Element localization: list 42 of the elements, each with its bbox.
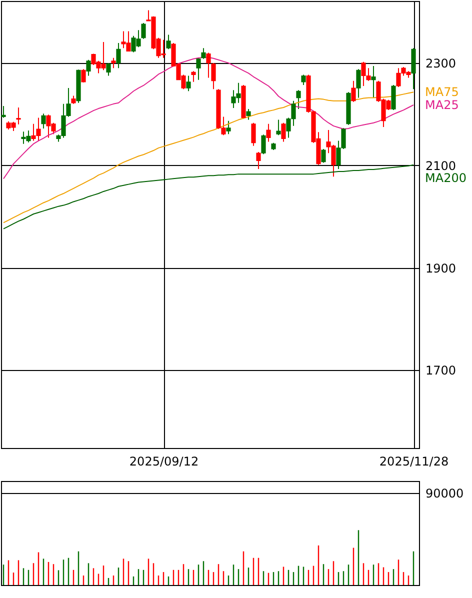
- candlestick: [41, 113, 46, 129]
- candlestick: [226, 120, 231, 135]
- candlestick: [351, 80, 356, 102]
- candlestick: [371, 66, 376, 98]
- x-tick-label: 2025/11/28: [379, 454, 449, 468]
- candlestick: [256, 152, 261, 170]
- candlestick: [111, 57, 116, 69]
- candlestick: [86, 59, 91, 76]
- candlestick: [106, 62, 111, 76]
- x-tick-label: 2025/09/12: [129, 454, 199, 468]
- candlestick: [186, 75, 191, 92]
- candlestick: [206, 52, 211, 78]
- series-label: MA200: [425, 170, 466, 185]
- candlestick: [141, 22, 146, 40]
- candlestick: [116, 42, 121, 69]
- candlestick: [321, 148, 326, 164]
- candlestick: [201, 48, 206, 60]
- candlestick: [251, 122, 256, 146]
- y-tick-label: 2100: [426, 158, 456, 173]
- candlestick: [166, 34, 171, 50]
- candlestick: [301, 74, 306, 86]
- candlestick: [81, 68, 86, 83]
- candlestick: [276, 119, 281, 136]
- candlestick: [261, 134, 266, 155]
- candlestick: [356, 68, 361, 98]
- candlestick: [1, 105, 6, 118]
- candlestick: [16, 107, 21, 125]
- y-tick-label: 90000: [426, 486, 464, 501]
- series-label: MA75: [425, 85, 459, 100]
- line-series: [3, 164, 414, 230]
- y-tick-label: 2300: [426, 56, 456, 70]
- series-label: MA25: [425, 98, 459, 112]
- candlestick: [281, 122, 286, 142]
- y-tick-label: 1700: [426, 364, 456, 378]
- candlestick: [296, 90, 301, 110]
- candlestick: [211, 62, 216, 90]
- candlestick: [246, 108, 251, 120]
- candlestick: [196, 57, 201, 80]
- candlestick: [266, 123, 271, 142]
- candlestick: [391, 84, 396, 111]
- candlestick: [191, 70, 196, 82]
- y-tick-label: 1900: [426, 261, 456, 276]
